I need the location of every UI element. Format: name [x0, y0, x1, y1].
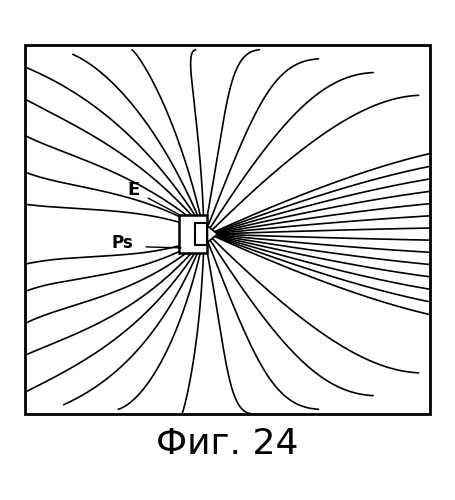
Text: Ps: Ps — [111, 234, 133, 252]
Bar — [195, 223, 207, 245]
Text: E: E — [127, 182, 140, 200]
Bar — [179, 214, 207, 254]
Text: Фиг. 24: Фиг. 24 — [156, 427, 299, 461]
Bar — [25, 46, 430, 414]
Polygon shape — [207, 226, 217, 242]
